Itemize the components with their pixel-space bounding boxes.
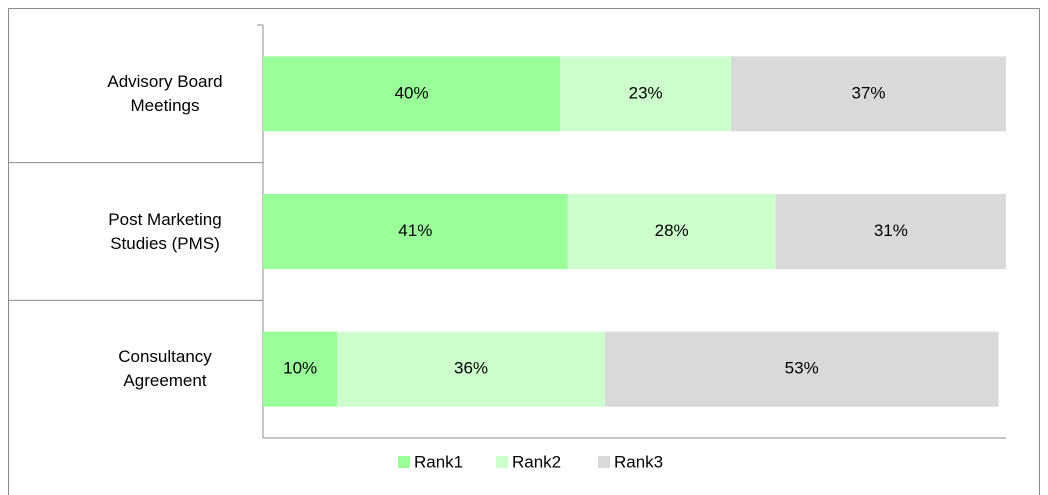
- data-label: 23%: [629, 83, 663, 102]
- legend-swatch: [496, 456, 508, 468]
- bar-segment: [731, 56, 1006, 132]
- chart-border: [8, 8, 1040, 495]
- legend-label: Rank3: [614, 452, 663, 471]
- legend-label: Rank2: [512, 452, 561, 471]
- data-label: 40%: [395, 83, 429, 102]
- bar-segment: [560, 56, 732, 132]
- y-tick-label: Consultancy Agreement: [118, 347, 212, 391]
- bar-segment: [775, 194, 1006, 269]
- bar-segment: [263, 331, 338, 407]
- legend-label: Rank1: [414, 452, 463, 471]
- data-label: 53%: [785, 359, 819, 378]
- y-tick-label: Advisory Board Meetings: [107, 71, 223, 115]
- y-tick-label: Post Marketing Studies (PMS): [108, 209, 222, 253]
- data-label: 36%: [454, 359, 488, 378]
- data-label: 41%: [398, 221, 432, 240]
- data-label: 28%: [655, 221, 689, 240]
- data-label: 31%: [874, 221, 908, 240]
- legend-swatch: [398, 456, 410, 468]
- data-label: 10%: [283, 359, 317, 378]
- bar-segment: [263, 194, 568, 269]
- bar-segment: [337, 331, 605, 407]
- bar-segment: [263, 56, 561, 132]
- legend-swatch: [598, 456, 610, 468]
- bar-segment: [567, 194, 776, 269]
- bar-segment: [604, 331, 999, 407]
- data-label: 37%: [852, 83, 886, 102]
